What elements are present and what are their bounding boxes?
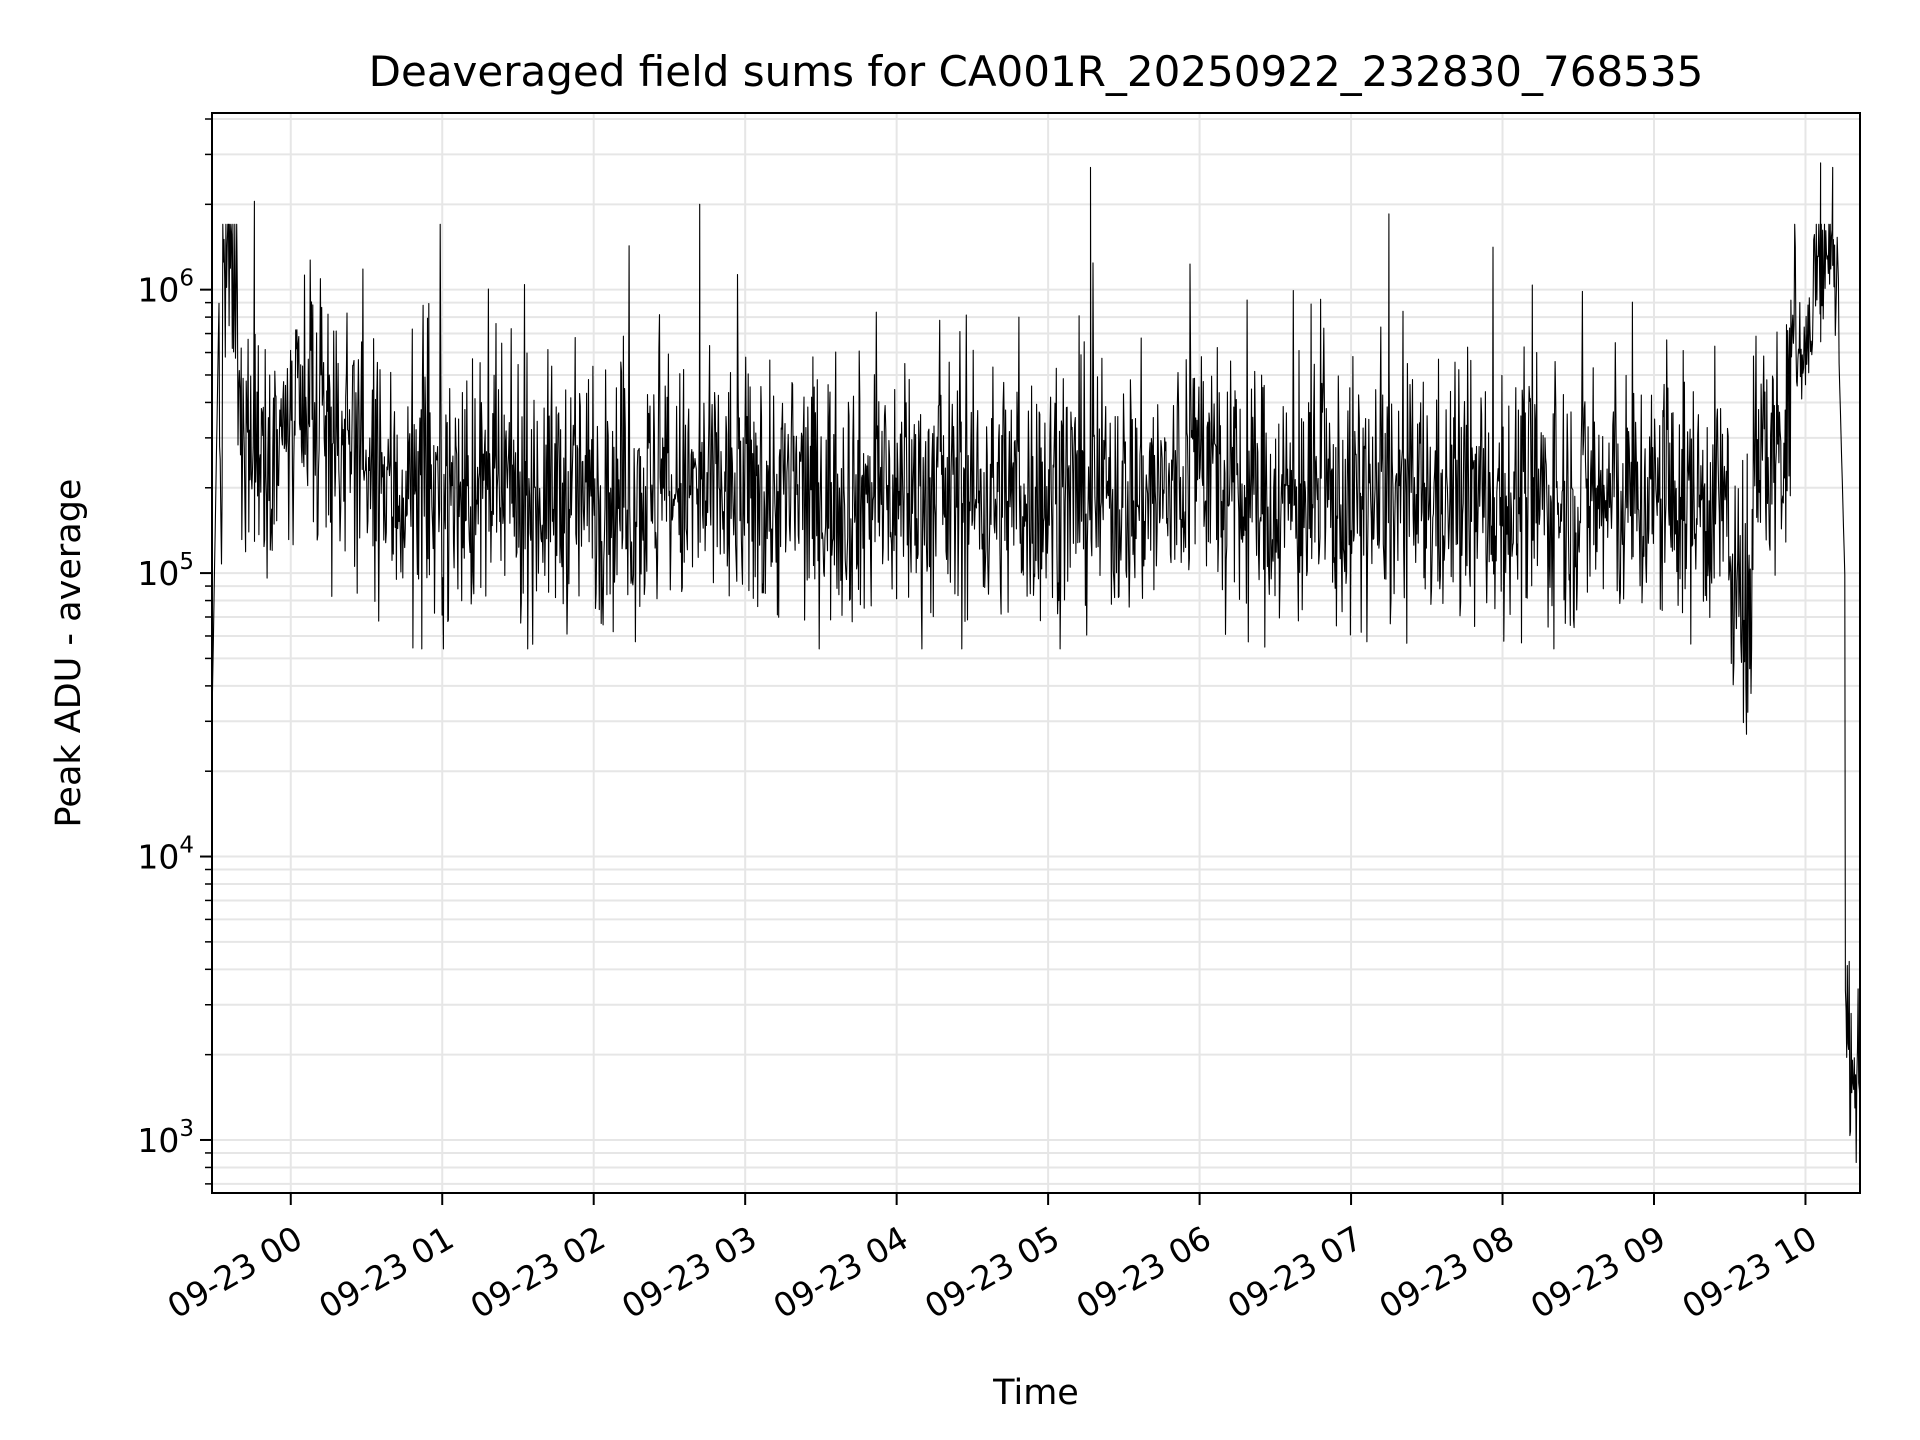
y-axis: 103 104 105 106 [137,118,212,1185]
y-tick-label: 106 [137,266,194,310]
plot-frame [211,112,1861,1194]
y-tick-label: 104 [137,833,194,877]
series-group [211,162,1861,1164]
x-axis-label: Time [992,1373,1079,1413]
grid [212,113,1860,1193]
y-axis-label: Peak ADU - average [49,479,89,828]
series-line [211,162,1861,1164]
y-tick-label: 103 [137,1116,194,1160]
chart-title: Deaveraged field sums for CA001R_2025092… [369,47,1704,96]
y-tick-label: 105 [137,549,194,593]
